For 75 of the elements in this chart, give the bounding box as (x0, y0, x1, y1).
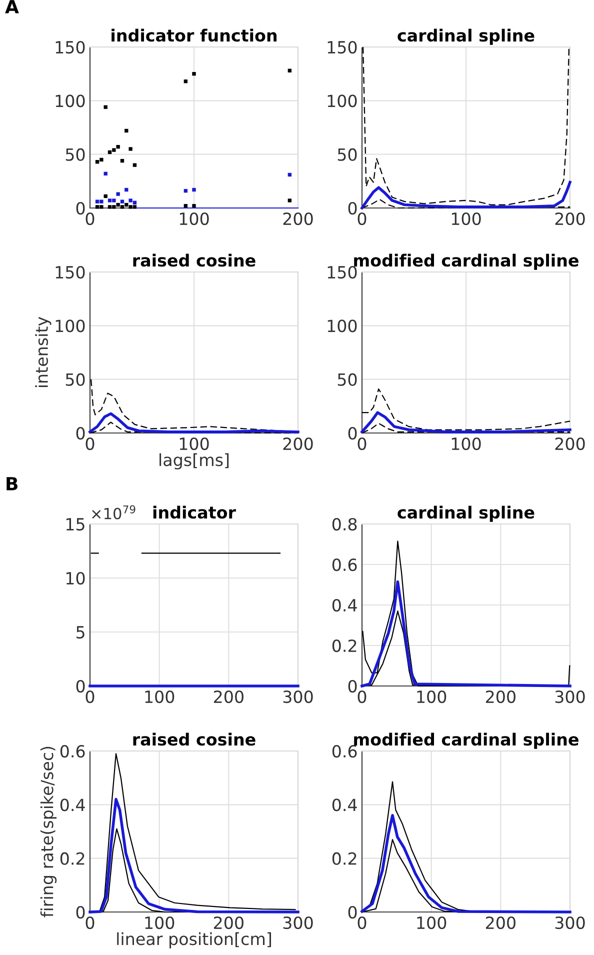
y-tick-label: 0.6 (332, 744, 357, 758)
x-tick-label: 100 (180, 437, 209, 450)
y-tick-label: 0.4 (332, 798, 357, 812)
y-axis-title: firing rate(spike/sec) (40, 746, 57, 918)
chart-title: modified cardinal spline (354, 732, 578, 749)
y-tick-label: 0 (76, 202, 85, 215)
text: ×10$^{79}$ (92, 505, 136, 520)
chart-title: indicator (153, 506, 236, 519)
x-tick-label: 100 (145, 690, 174, 704)
x-tick-label: 100 (145, 916, 174, 930)
x-tick-label: 200 (283, 437, 313, 450)
x-tick-label: 300 (555, 916, 585, 930)
y-tick-label: 0.2 (332, 639, 356, 652)
chart-title: cardinal spline (398, 506, 534, 522)
y-tick-label: 150 (328, 266, 357, 279)
x-tick-label: 100 (180, 212, 209, 226)
x-tick-label: 300 (555, 690, 585, 704)
y-tick-label: 0.6 (60, 744, 85, 758)
x-axis-title: linear position[cm] (117, 932, 271, 948)
y-tick-label: 10 (66, 572, 85, 585)
x-axis-title: lags[ms] (160, 453, 229, 470)
x-tick-label: 0 (358, 690, 366, 704)
y-tick-label: 50 (338, 148, 357, 161)
y-tick-label: 0.4 (332, 598, 357, 612)
y-tick-label: 0.4 (60, 798, 85, 812)
y-tick-label: 5 (76, 626, 84, 639)
chart-title: cardinal spline (398, 28, 534, 45)
x-tick-label: 300 (283, 916, 313, 930)
x-tick-label: 200 (486, 916, 516, 930)
chart-title: indicator function (112, 28, 277, 42)
x-tick-label: 200 (486, 690, 516, 704)
y-tick-label: 0.8 (332, 518, 357, 531)
x-tick-label: 0 (86, 916, 94, 930)
text: A (5, 0, 19, 14)
y-tick-label: 0 (348, 680, 357, 693)
y-tick-label: 0 (76, 906, 85, 919)
y-tick-label: 150 (56, 266, 85, 279)
x-tick-label: 0 (358, 212, 366, 226)
x-tick-label: 200 (214, 690, 244, 704)
x-tick-label: 200 (283, 212, 313, 226)
x-tick-label: 100 (417, 916, 446, 930)
text: B (6, 477, 18, 490)
y-tick-label: 100 (328, 94, 357, 108)
y-tick-label: 0.6 (332, 558, 357, 572)
y-tick-label: 100 (56, 94, 85, 108)
y-tick-label: 100 (328, 320, 357, 332)
y-axis-title: intensity (35, 316, 52, 388)
y-tick-label: 0 (348, 426, 357, 440)
x-tick-label: 0 (358, 916, 366, 930)
y-tick-label: 100 (56, 320, 85, 332)
y-tick-label: 50 (66, 373, 85, 386)
x-tick-label: 200 (555, 212, 585, 226)
x-tick-label: 0 (86, 690, 94, 704)
x-tick-label: 0 (86, 212, 94, 226)
chart-title: raised cosine (133, 254, 256, 267)
x-tick-label: 300 (283, 690, 313, 704)
y-tick-label: 0 (348, 202, 357, 215)
y-tick-label: 0 (348, 906, 357, 919)
x-tick-label: 200 (555, 437, 585, 450)
y-tick-label: 150 (56, 40, 85, 54)
chart-title: raised cosine (133, 732, 256, 746)
x-tick-label: 100 (452, 212, 481, 226)
y-tick-label: 50 (338, 373, 357, 386)
x-tick-label: 0 (86, 437, 94, 450)
y-tick-label: 15 (66, 518, 84, 531)
y-tick-label: 0.2 (332, 852, 356, 865)
y-tick-label: 0 (76, 680, 85, 693)
x-tick-label: 100 (452, 437, 481, 450)
y-tick-label: 50 (66, 148, 85, 161)
y-tick-label: 0 (76, 426, 85, 440)
y-tick-label: 0.2 (60, 852, 84, 865)
y-tick-label: 150 (328, 40, 357, 54)
x-tick-label: 100 (417, 690, 446, 704)
x-tick-label: 0 (358, 437, 366, 450)
x-tick-label: 200 (214, 916, 244, 930)
